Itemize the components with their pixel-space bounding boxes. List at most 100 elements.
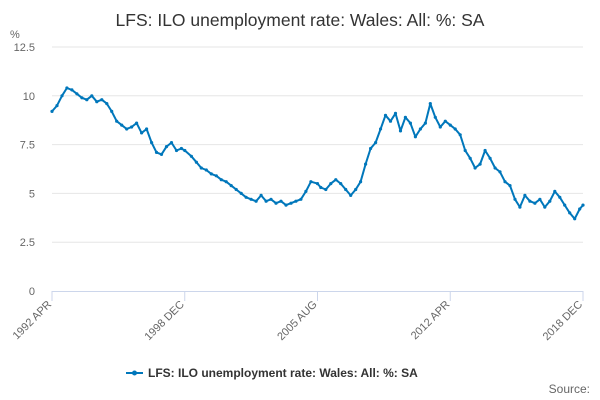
data-point[interactable] [493,166,497,170]
data-point[interactable] [573,217,577,221]
data-point[interactable] [398,129,403,133]
data-point[interactable] [498,170,502,174]
data-point[interactable] [463,148,467,153]
data-point[interactable] [199,166,203,170]
data-point[interactable] [453,127,457,131]
data-point[interactable] [488,156,492,160]
data-point[interactable] [259,193,263,197]
data-point[interactable] [219,178,223,182]
data-point[interactable] [374,141,378,145]
data-point[interactable] [513,197,517,201]
data-point[interactable] [508,184,512,188]
data-point[interactable] [458,133,462,137]
data-point[interactable] [344,187,348,192]
data-point[interactable] [294,199,298,203]
data-point[interactable] [279,199,283,203]
data-point[interactable] [169,141,174,145]
data-point[interactable] [95,100,99,104]
data-point[interactable] [150,141,154,145]
data-point[interactable] [568,211,572,215]
data-point[interactable] [244,195,248,199]
data-point[interactable] [578,207,582,211]
data-point[interactable] [473,166,477,170]
data-point[interactable] [120,123,124,127]
data-point[interactable] [65,86,69,90]
data-point[interactable] [448,123,452,127]
data-point[interactable] [324,187,328,192]
data-point[interactable] [309,180,313,184]
series-line[interactable] [51,87,584,220]
data-point[interactable] [135,121,139,125]
data-point[interactable] [110,109,114,113]
data-point[interactable] [229,184,233,188]
data-point[interactable] [254,199,258,203]
data-point[interactable] [581,203,585,207]
data-point[interactable] [304,189,308,193]
data-point[interactable] [478,162,482,166]
data-point[interactable] [194,160,198,164]
data-point[interactable] [284,203,288,207]
data-point[interactable] [413,135,417,139]
source-credit[interactable]: Source: [549,382,590,396]
data-point[interactable] [214,174,218,178]
data-point[interactable] [563,203,567,207]
data-point[interactable] [518,205,522,209]
data-point[interactable] [189,154,193,158]
data-point[interactable] [204,168,208,172]
data-point[interactable] [408,121,412,125]
data-point[interactable] [468,156,472,160]
data-point[interactable] [239,191,243,195]
legend-item[interactable]: LFS: ILO unemployment rate: Wales: All: … [126,366,418,380]
data-point[interactable] [339,182,343,186]
data-point[interactable] [75,92,79,96]
data-point[interactable] [145,127,149,131]
data-point[interactable] [428,102,432,106]
data-point[interactable] [403,115,407,119]
data-point[interactable] [154,150,159,154]
data-point[interactable] [80,96,84,100]
data-point[interactable] [140,131,144,135]
data-point[interactable] [70,88,74,92]
data-point[interactable] [299,197,303,201]
data-point[interactable] [274,201,278,205]
data-point[interactable] [125,127,129,131]
data-point[interactable] [359,180,363,184]
data-point[interactable] [90,94,94,98]
data-point[interactable] [438,125,442,129]
data-point[interactable] [354,187,358,192]
data-point[interactable] [548,199,552,203]
data-point[interactable] [183,148,187,153]
data-point[interactable] [264,199,268,203]
data-point[interactable] [179,146,183,151]
data-point[interactable] [349,193,353,197]
data-point[interactable] [503,180,507,184]
data-point[interactable] [159,152,164,156]
data-point[interactable] [289,201,293,205]
data-point[interactable] [329,182,333,186]
data-point[interactable] [523,193,527,197]
data-point[interactable] [85,98,89,102]
data-point[interactable] [55,104,59,108]
data-point[interactable] [379,127,383,131]
data-point[interactable] [383,113,388,117]
data-point[interactable] [369,146,373,151]
data-point[interactable] [319,185,323,190]
data-point[interactable] [418,127,422,131]
data-point[interactable] [130,125,134,129]
data-point[interactable] [269,197,273,201]
data-point[interactable] [334,178,338,182]
data-point[interactable] [483,148,487,153]
data-point[interactable] [100,98,104,102]
data-point[interactable] [423,121,427,125]
data-point[interactable] [553,189,557,193]
data-point[interactable] [443,119,447,123]
data-point[interactable] [528,199,532,203]
data-point[interactable] [174,148,179,153]
data-point[interactable] [538,197,542,201]
data-point[interactable] [315,182,320,186]
data-point[interactable] [393,111,398,115]
data-point[interactable] [209,172,213,176]
data-point[interactable] [533,201,537,205]
data-point[interactable] [60,94,64,98]
data-point[interactable] [50,109,54,113]
